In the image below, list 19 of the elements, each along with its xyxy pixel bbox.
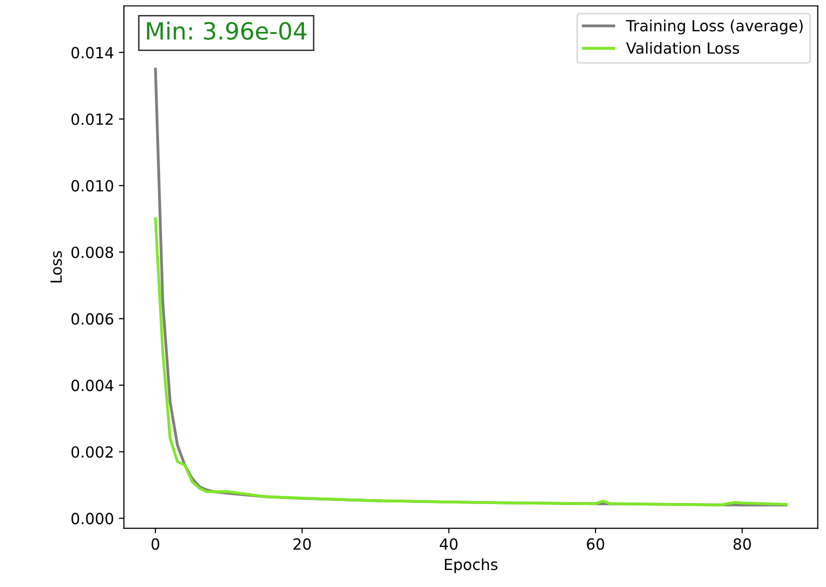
x-tick-label: 80 — [734, 538, 751, 550]
y-tick-label: 0.008 — [71, 246, 114, 258]
y-tick-label: 0.004 — [71, 380, 114, 392]
x-tick-label: 20 — [294, 538, 311, 550]
y-tick-label: 0.012 — [71, 113, 113, 126]
y-tick-label: 0.014 — [71, 46, 114, 58]
x-tick-label: 60 — [586, 538, 604, 550]
y-tick-label: 0.002 — [71, 446, 113, 458]
y-axis-title: Loss — [50, 251, 62, 282]
x-tick-label: 0 — [152, 538, 160, 550]
legend-label: Validation Loss — [626, 42, 740, 54]
y-tick-label: 0.006 — [71, 313, 114, 325]
annotation: Min: 3.96e-04 — [147, 22, 306, 40]
y-tick-label: 0.000 — [71, 512, 114, 524]
x-axis-title: Epochs — [444, 558, 498, 574]
line-series — [154, 217, 788, 506]
x-tick-label: 40 — [440, 538, 458, 550]
legend-label: Training Loss (average) — [626, 20, 803, 34]
y-tick-label: 0.010 — [71, 180, 114, 192]
